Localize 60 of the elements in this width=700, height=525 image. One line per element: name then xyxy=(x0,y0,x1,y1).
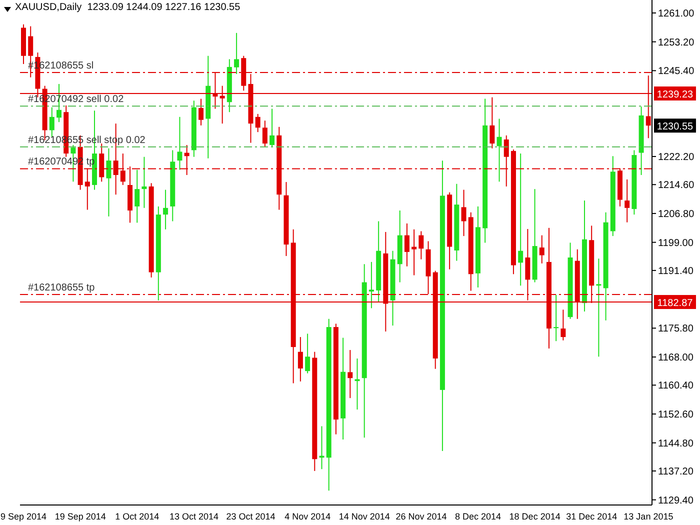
x-tick-label: 23 Oct 2014 xyxy=(226,511,276,522)
candlestick xyxy=(348,349,353,399)
candlestick xyxy=(142,156,147,208)
y-tick-label: 1144.80 xyxy=(658,438,694,450)
candlestick xyxy=(234,32,240,74)
y-tick-label: 1129.40 xyxy=(658,495,694,506)
candlestick xyxy=(596,258,602,358)
y-tick-label: 1261.00 xyxy=(658,8,695,20)
chart-title: XAUUSD,Daily 1233.09 1244.09 1227.16 1230.55 xyxy=(15,2,240,13)
candlestick xyxy=(354,358,360,410)
candlestick xyxy=(270,108,275,148)
x-tick-label: 14 Nov 2014 xyxy=(338,511,390,522)
candlestick xyxy=(298,336,303,382)
candlestick xyxy=(539,234,544,264)
y-tick-label: 1160.40 xyxy=(658,380,694,392)
candlestick xyxy=(177,116,182,170)
candlestick xyxy=(134,169,140,224)
y-tick-label: 1222.20 xyxy=(658,152,695,164)
x-tick-label: 31 Dec 2014 xyxy=(566,511,618,522)
candlestick xyxy=(624,178,630,223)
candlestick xyxy=(461,189,466,237)
ref-line-label: #162108655 tp xyxy=(28,282,96,294)
candlestick xyxy=(490,96,495,149)
y-tick-label: 1152.60 xyxy=(658,410,694,421)
y-tick-label: 1137.20 xyxy=(658,466,694,478)
y-tick-label: 1214.60 xyxy=(658,180,695,192)
x-tick-label: 13 Oct 2014 xyxy=(169,511,218,522)
annotation: 1230.55 xyxy=(656,122,694,133)
candlestick xyxy=(560,309,566,341)
candlestick xyxy=(404,222,410,267)
x-tick-label: 1 Oct 2014 xyxy=(115,511,160,522)
x-tick-label: 13 Jan 2015 xyxy=(624,511,674,522)
y-tick-label: 1253.20 xyxy=(658,37,695,48)
x-tick-label: 26 Nov 2014 xyxy=(396,511,447,522)
candlestick xyxy=(418,230,424,260)
x-tick-label: 19 Sep 2014 xyxy=(54,511,106,522)
ref-line-label: 1182.87 xyxy=(657,298,694,309)
x-tick-label: 4 Nov 2014 xyxy=(284,511,331,522)
y-tick-label: 1245.40 xyxy=(658,66,695,78)
y-tick-label: 1206.80 xyxy=(658,209,695,220)
y-tick-label: 1191.40 xyxy=(658,266,694,277)
y-tick-label: 1168.00 xyxy=(658,352,694,364)
candlestick xyxy=(518,153,524,286)
candlestick xyxy=(412,228,417,276)
x-tick-label: 18 Dec 2014 xyxy=(509,511,560,522)
candlestick xyxy=(262,120,268,148)
candlestick xyxy=(305,333,310,374)
candlestick xyxy=(368,261,374,309)
y-tick-label: 1199.00 xyxy=(658,238,694,249)
candlestick xyxy=(496,118,502,182)
x-tick-label: 8 Dec 2014 xyxy=(455,511,502,522)
candlestick xyxy=(198,98,204,126)
candlestick xyxy=(255,113,260,133)
candlestick xyxy=(49,106,54,138)
ref-line-label: 1239.23 xyxy=(656,89,694,100)
y-tick-label: 1175.80 xyxy=(658,324,694,335)
candlestick xyxy=(163,189,168,230)
x-tick-label: 9 Sep 2014 xyxy=(0,511,47,522)
candlestick xyxy=(554,294,559,342)
candlestick xyxy=(106,148,112,217)
